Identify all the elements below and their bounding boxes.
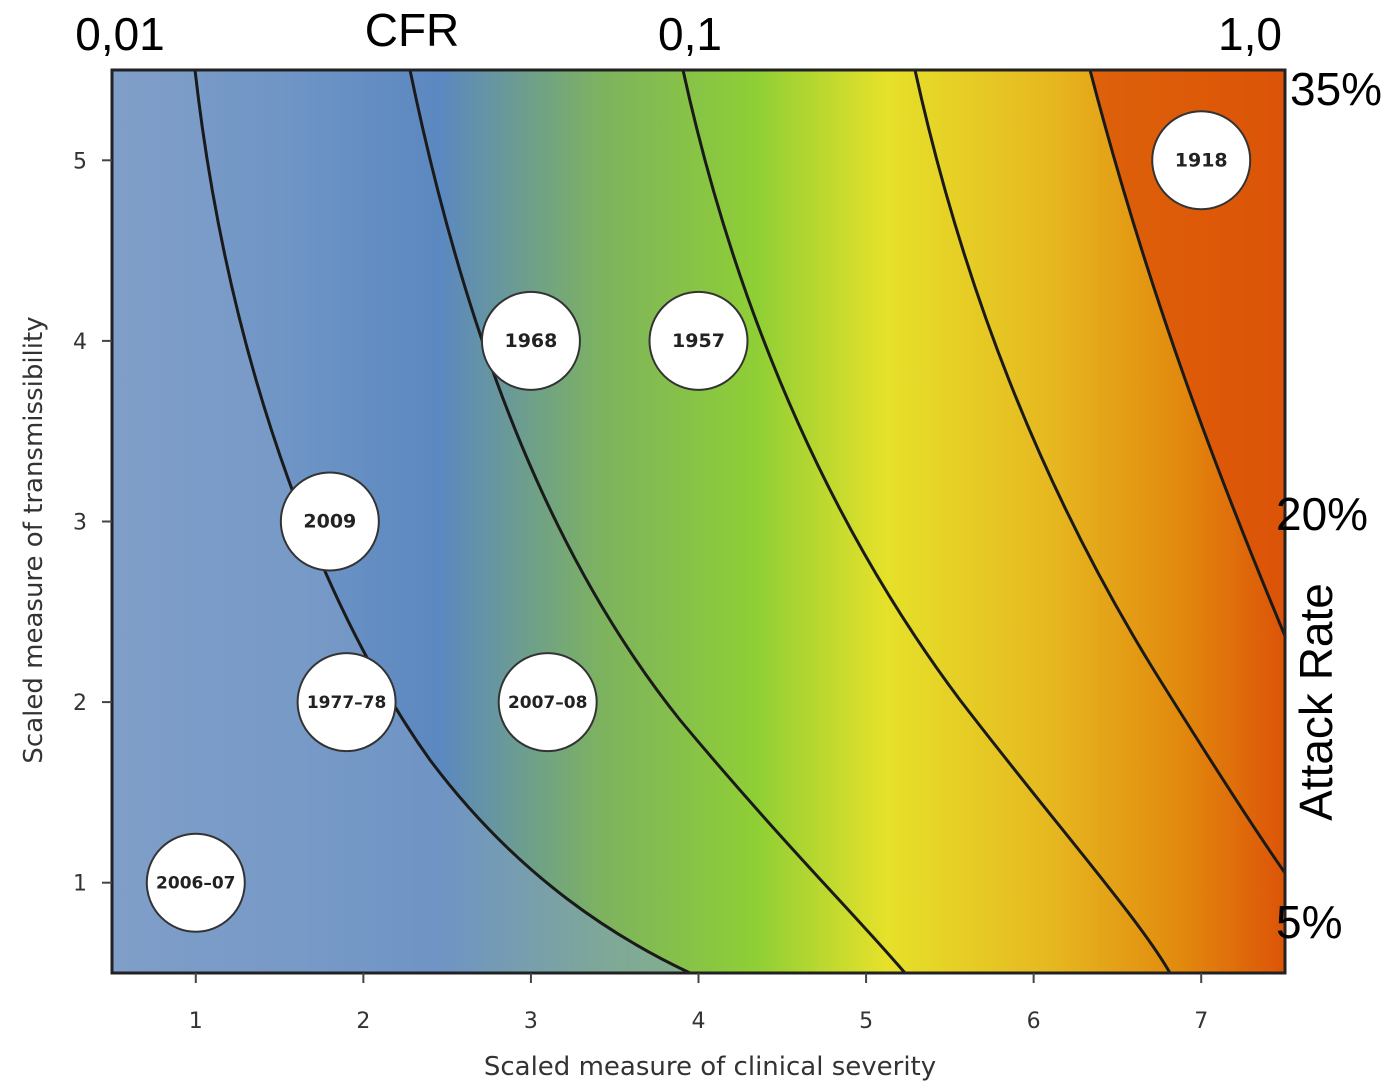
- cfr-label: 0,1: [658, 8, 722, 60]
- attack-rate-label: 20%: [1276, 488, 1368, 540]
- x-tick-label: 7: [1194, 1009, 1208, 1034]
- y-tick-label: 2: [73, 691, 87, 716]
- attack-rate-label: 5%: [1276, 896, 1342, 948]
- pandemic-point: 2006–07: [145, 832, 246, 933]
- x-tick-label: 2: [356, 1009, 370, 1034]
- pandemic-point-label: 2006–07: [156, 874, 235, 894]
- pandemic-point-circle: [480, 290, 581, 391]
- attack-rate-label: 35%: [1290, 63, 1382, 115]
- attack-rate-title: Attack Rate: [1290, 583, 1342, 821]
- contour-region-1: [112, 70, 690, 973]
- right-axis-attack-rate: 35% 20% 5% Attack Rate: [1276, 63, 1382, 948]
- pandemic-point-circle: [296, 652, 397, 753]
- pandemic-point: 2007–08: [497, 652, 598, 753]
- pandemic-point: 2009: [279, 471, 380, 572]
- y-tick-label: 3: [73, 511, 87, 536]
- x-axis-title: Scaled measure of clinical severity: [484, 1052, 936, 1082]
- contour-line-5: [1088, 70, 1285, 637]
- y-tick-label: 5: [73, 149, 87, 174]
- pandemic-point: 1918: [1151, 110, 1252, 211]
- pandemic-point-circle: [497, 652, 598, 753]
- x-tick-label: 6: [1027, 1009, 1041, 1034]
- pandemic-point: 1977–78: [296, 652, 397, 753]
- pandemic-point: 1968: [480, 290, 581, 391]
- x-tick-label: 5: [859, 1009, 873, 1034]
- pandemic-point-label: 2007–08: [508, 693, 587, 713]
- contour-line-4: [913, 70, 1285, 874]
- cfr-label: 0,01: [75, 8, 165, 60]
- y-tick-label: 1: [73, 872, 87, 897]
- pandemic-points: 2006–07 1977–78 2009 2007–08 1968 1957 1918: [145, 110, 1252, 933]
- pandemic-point-circle: [1151, 110, 1252, 211]
- pandemic-point-circle: [648, 290, 749, 391]
- pandemic-point-circle: [145, 832, 246, 933]
- pandemic-point-label: 1918: [1175, 149, 1228, 171]
- contour-line-2: [408, 70, 907, 973]
- x-tick-label: 3: [524, 1009, 538, 1034]
- x-tick-label: 4: [692, 1009, 706, 1034]
- pandemic-point-label: 1968: [504, 330, 557, 352]
- pandemic-point: 1957: [648, 290, 749, 391]
- y-tick-label: 4: [73, 330, 87, 355]
- top-axis-cfr: 0,01 0,1 1,0 CFR: [75, 4, 1282, 60]
- x-axis: 1 2 3 4 5 6 7: [189, 973, 1208, 1034]
- pandemic-point-label: 1957: [672, 330, 725, 352]
- pandemic-point-circle: [279, 471, 380, 572]
- cfr-title: CFR: [365, 4, 460, 56]
- contour-region-2: [1090, 70, 1285, 636]
- y-axis-title: Scaled measure of transmissibility: [19, 316, 49, 763]
- x-tick-label: 1: [189, 1009, 203, 1034]
- cfr-label: 1,0: [1218, 8, 1282, 60]
- pandemic-point-label: 2009: [303, 511, 356, 533]
- contour-line-3: [681, 70, 1172, 973]
- y-axis: 1 2 3 4 5: [73, 149, 112, 897]
- pandemic-point-label: 1977–78: [307, 693, 386, 713]
